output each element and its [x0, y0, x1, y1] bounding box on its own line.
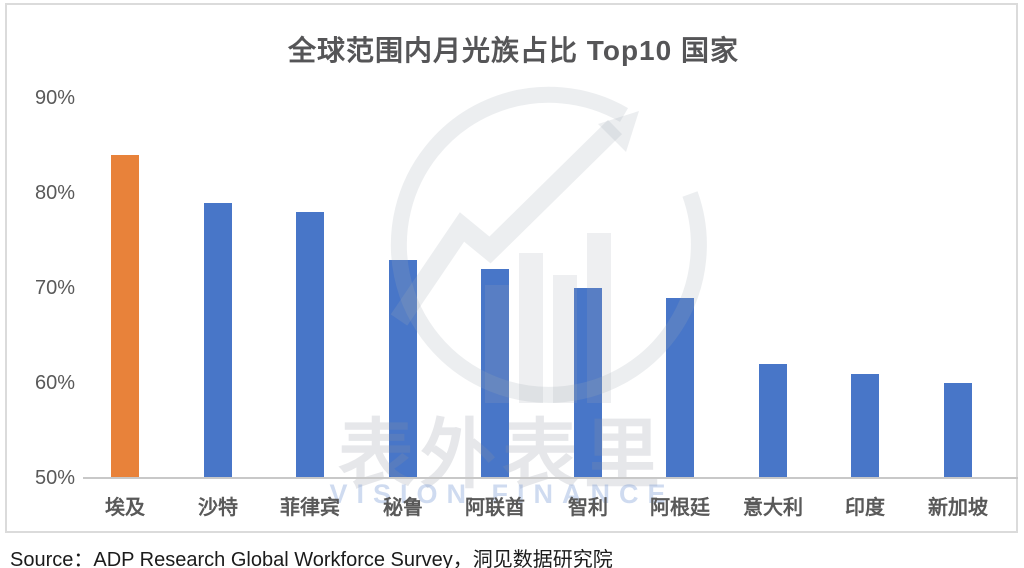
x-label-埃及: 埃及	[105, 497, 145, 519]
y-tick-label: 80%	[34, 182, 75, 204]
chart-title: 全球范围内月光族占比 Top10 国家	[288, 35, 739, 66]
x-label-沙特: 沙特	[198, 497, 238, 519]
x-label-意大利: 意大利	[743, 497, 803, 519]
x-label-菲律宾: 菲律宾	[280, 497, 340, 519]
bar-沙特	[204, 202, 232, 478]
y-tick-label: 50%	[34, 467, 75, 489]
bar-意大利	[759, 364, 787, 478]
bar-智利	[574, 288, 602, 478]
x-label-秘鲁: 秘鲁	[383, 497, 423, 519]
bar-埃及	[111, 155, 139, 478]
source-caption: Source：ADP Research Global Workforce Sur…	[10, 549, 613, 568]
bar-秘鲁	[389, 259, 417, 478]
x-label-智利: 智利	[568, 497, 608, 519]
x-label-新加坡: 新加坡	[928, 497, 988, 519]
x-label-印度: 印度	[845, 497, 885, 519]
bar-新加坡	[944, 383, 972, 478]
y-tick-label: 70%	[34, 277, 75, 299]
watermark-circle-arc	[390, 86, 707, 403]
bar-阿根廷	[666, 297, 694, 478]
y-tick-label: 90%	[34, 87, 75, 109]
bar-阿联酋	[481, 269, 509, 478]
y-tick-label: 60%	[34, 372, 75, 394]
bar-菲律宾	[296, 212, 324, 478]
watermark-arrowhead	[598, 111, 639, 152]
bar-印度	[851, 373, 879, 478]
x-label-阿根廷: 阿根廷	[650, 497, 710, 519]
x-axis-line	[83, 477, 1018, 479]
chart-frame: 全球范围内月光族占比 Top10 国家 表外表里 VISION FINANCE …	[5, 3, 1018, 533]
x-label-阿联酋: 阿联酋	[465, 497, 525, 519]
